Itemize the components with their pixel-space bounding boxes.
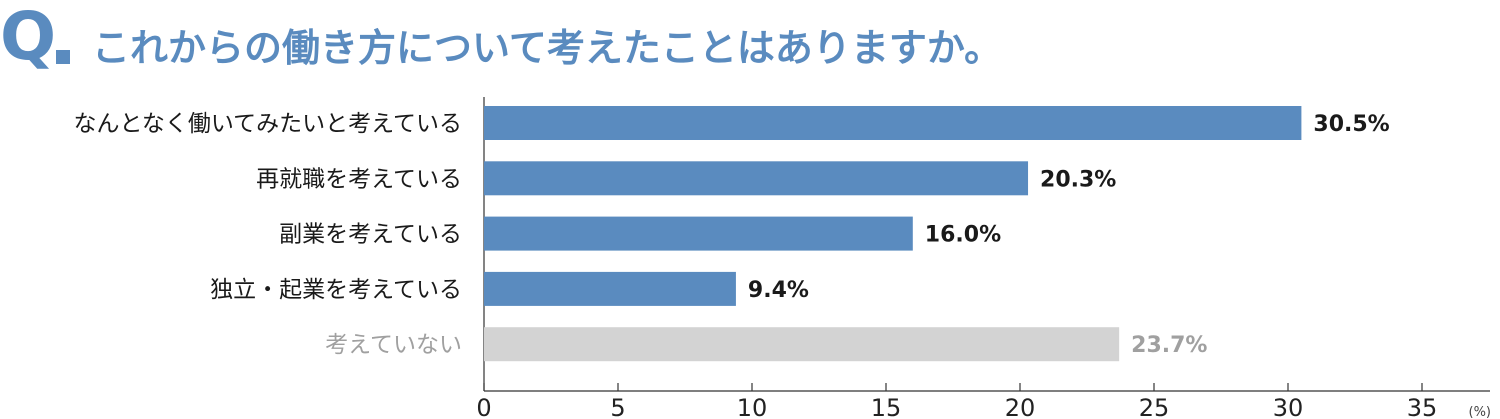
bar [484,271,736,306]
question-mark-dot [56,50,70,64]
x-tick-label: 20 [1005,394,1036,419]
category-label: なんとなく働いてみたいと考えている [74,111,462,137]
value-label: 9.4% [748,278,809,303]
x-tick-label: 15 [871,394,902,419]
question-mark-letter: Q [0,0,56,75]
bar [484,327,1120,362]
category-label: 考えていない [325,332,462,358]
category-label: 副業を考えている [279,222,462,248]
x-tick-label: 5 [610,394,625,419]
value-label: 20.3% [1040,167,1116,192]
bar [484,216,913,251]
question-title: これからの働き方について考えたことはありますか。 [92,26,1003,70]
bar [484,161,1029,196]
x-tick-label: 0 [476,394,491,419]
question-mark: Q [0,0,56,75]
x-tick-label: 25 [1139,394,1170,419]
value-label: 16.0% [925,223,1001,248]
x-tick-label: 30 [1273,394,1304,419]
x-axis-unit: (%) [1469,405,1492,419]
value-label: 30.5% [1313,112,1389,137]
x-tick-label: 10 [737,394,768,419]
value-label: 23.7% [1131,333,1207,358]
x-tick-label: 35 [1407,394,1438,419]
category-label: 独立・起業を考えている [210,277,462,303]
category-label: 再就職を考えている [256,166,462,192]
bar [484,106,1302,140]
